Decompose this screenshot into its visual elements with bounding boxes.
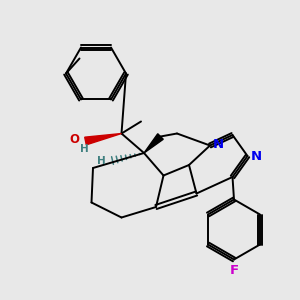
Polygon shape xyxy=(144,134,163,153)
Text: O: O xyxy=(69,133,79,146)
Polygon shape xyxy=(85,134,122,145)
Text: F: F xyxy=(230,264,238,277)
Text: H: H xyxy=(97,155,106,166)
Text: N: N xyxy=(250,149,262,163)
Text: H: H xyxy=(80,144,88,154)
Text: N: N xyxy=(212,137,224,151)
